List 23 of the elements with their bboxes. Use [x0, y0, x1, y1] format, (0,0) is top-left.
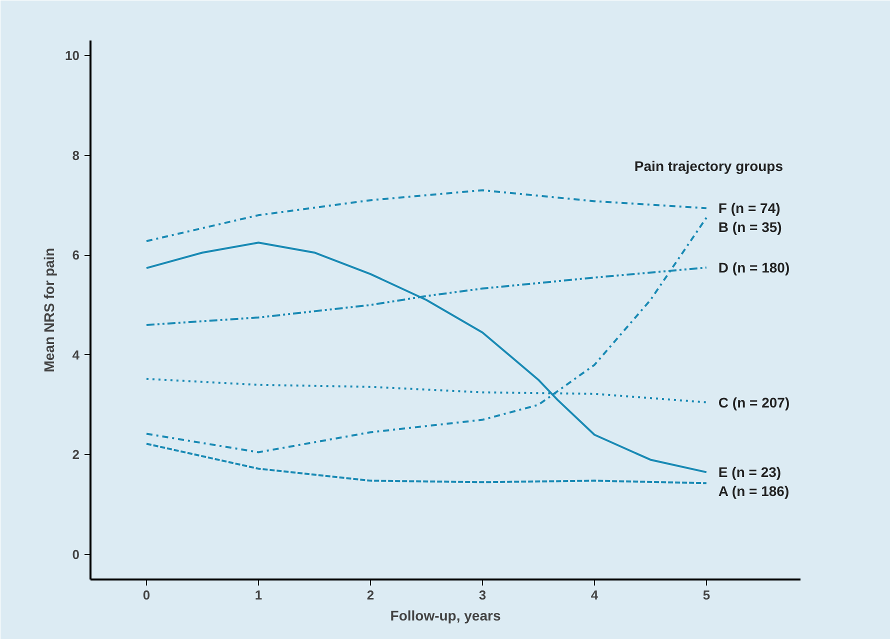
y-tick-label: 0 — [72, 547, 80, 562]
y-tick-label: 8 — [72, 148, 80, 163]
x-tick-label: 4 — [590, 588, 599, 602]
y-tick-label: 4 — [72, 347, 80, 362]
x-tick-label: 1 — [254, 588, 262, 602]
series-label: F (n = 74) — [718, 200, 780, 216]
line-series — [145, 189, 708, 242]
series-label: D (n = 180) — [718, 260, 790, 276]
x-tick-label: 2 — [366, 588, 374, 602]
x-tick-label: 5 — [702, 588, 710, 602]
y-tick-label: 10 — [65, 48, 80, 63]
line-series — [145, 442, 708, 484]
series-label: A (n = 186) — [718, 483, 790, 500]
y-tick-label: 2 — [72, 447, 80, 462]
x-tick-label: 3 — [478, 588, 486, 602]
y-tick-label: 6 — [72, 248, 80, 263]
series-label: B (n = 35) — [718, 219, 782, 236]
series-label: C (n = 207) — [718, 394, 790, 410]
x-tick-label: 0 — [142, 588, 150, 602]
legend-title: Pain trajectory groups — [634, 158, 784, 174]
x-axis-title: Follow-up, years — [390, 608, 501, 624]
series-label: E (n = 23) — [718, 464, 782, 480]
y-axis-title: Mean NRS for pain — [41, 248, 58, 372]
